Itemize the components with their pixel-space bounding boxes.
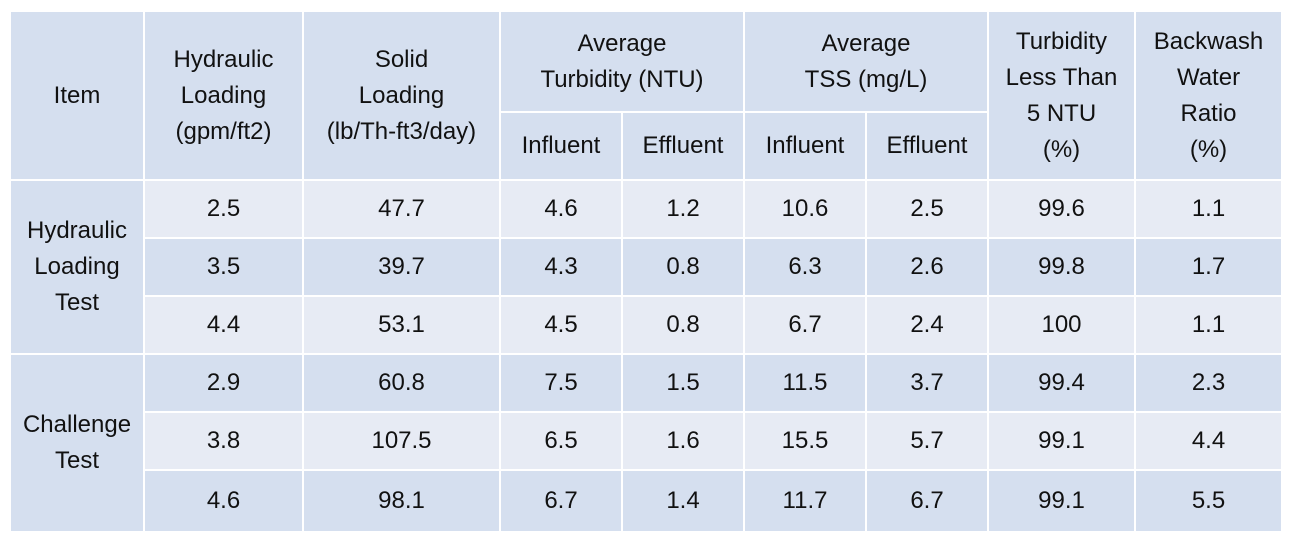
cell-solid-loading: 47.7 [302,179,501,239]
group-label-hydraulic-loading-test: Hydraulic Loading Test [9,179,145,355]
cell-tss-effluent: 2.4 [865,295,989,355]
header-average-tss: Average TSS (mg/L) [743,10,989,113]
header-turbidity-effluent: Effluent [621,111,745,181]
header-turbidity-less-than-5: Turbidity Less Than 5 NTU (%) [987,10,1136,181]
cell-tss-influent: 15.5 [743,411,867,471]
table-row: 3.8 107.5 6.5 1.6 15.5 5.7 99.1 4.4 [10,411,1283,471]
cell-backwash-ratio: 1.1 [1134,295,1283,355]
cell-backwash-ratio: 4.4 [1134,411,1283,471]
cell-turbidity-influent: 7.5 [499,353,623,413]
cell-tss-effluent: 2.6 [865,237,989,297]
cell-turbidity-less-than-5: 99.1 [987,469,1136,533]
cell-turbidity-less-than-5: 99.6 [987,179,1136,239]
header-tss-effluent: Effluent [865,111,989,181]
cell-turbidity-less-than-5: 99.4 [987,353,1136,413]
cell-tss-effluent: 5.7 [865,411,989,471]
cell-tss-influent: 6.3 [743,237,867,297]
header-backwash-water-ratio: Backwash Water Ratio (%) [1134,10,1283,181]
table-row: Challenge Test 2.9 60.8 7.5 1.5 11.5 3.7… [9,353,1283,533]
cell-tss-effluent: 2.5 [865,179,989,239]
results-table-container: Item Hydraulic Loading (gpm/ft2) Solid L… [9,10,1283,533]
cell-solid-loading: 39.7 [302,237,501,297]
cell-hydraulic-loading: 4.4 [143,295,304,355]
cell-turbidity-effluent: 1.4 [621,469,745,533]
cell-turbidity-effluent: 0.8 [621,295,745,355]
group-label-challenge-test: Challenge Test [9,353,145,533]
cell-backwash-ratio: 2.3 [1134,353,1283,413]
cell-turbidity-influent: 6.5 [499,411,623,471]
cell-turbidity-effluent: 0.8 [621,237,745,297]
cell-tss-influent: 10.6 [743,179,867,239]
cell-turbidity-effluent: 1.6 [621,411,745,471]
cell-turbidity-influent: 4.5 [499,295,623,355]
cell-backwash-ratio: 5.5 [1134,469,1283,533]
header-solid-loading: Solid Loading (lb/Th-ft3/day) [302,10,501,181]
cell-solid-loading: 60.8 [302,353,501,413]
cell-turbidity-influent: 6.7 [499,469,623,533]
cell-hydraulic-loading: 3.5 [143,237,304,297]
header-turbidity-influent: Influent [499,111,623,181]
table-row: Hydraulic Loading Test 2.5 47.7 4.6 1.2 … [9,179,1283,355]
cell-solid-loading: 107.5 [302,411,501,471]
cell-tss-influent: 6.7 [743,295,867,355]
cell-tss-effluent: 3.7 [865,353,989,413]
cell-turbidity-effluent: 1.5 [621,353,745,413]
header-average-turbidity: Average Turbidity (NTU) [499,10,745,113]
cell-backwash-ratio: 1.1 [1134,179,1283,239]
cell-hydraulic-loading: 2.5 [143,179,304,239]
cell-hydraulic-loading: 2.9 [143,353,304,413]
header-item: Item [9,10,145,181]
cell-solid-loading: 53.1 [302,295,501,355]
cell-turbidity-less-than-5: 99.8 [987,237,1136,297]
cell-tss-influent: 11.7 [743,469,867,533]
cell-turbidity-effluent: 1.2 [621,179,745,239]
table-row: 3.5 39.7 4.3 0.8 6.3 2.6 99.8 1.7 [10,237,1283,297]
cell-solid-loading: 98.1 [302,469,501,533]
cell-backwash-ratio: 1.7 [1134,237,1283,297]
cell-turbidity-influent: 4.3 [499,237,623,297]
results-table: Item Hydraulic Loading (gpm/ft2) Solid L… [9,10,1283,533]
cell-turbidity-less-than-5: 99.1 [987,411,1136,471]
header-hydraulic-loading: Hydraulic Loading (gpm/ft2) [143,10,304,181]
cell-turbidity-influent: 4.6 [499,179,623,239]
table-row: 4.4 53.1 4.5 0.8 6.7 2.4 100 1.1 [10,295,1283,355]
cell-hydraulic-loading: 3.8 [143,411,304,471]
cell-turbidity-less-than-5: 100 [987,295,1136,355]
header-tss-influent: Influent [743,111,867,181]
cell-tss-influent: 11.5 [743,353,867,413]
cell-tss-effluent: 6.7 [865,469,989,533]
table-row: 4.6 98.1 6.7 1.4 11.7 6.7 99.1 5.5 [10,469,1283,533]
cell-hydraulic-loading: 4.6 [143,469,304,533]
